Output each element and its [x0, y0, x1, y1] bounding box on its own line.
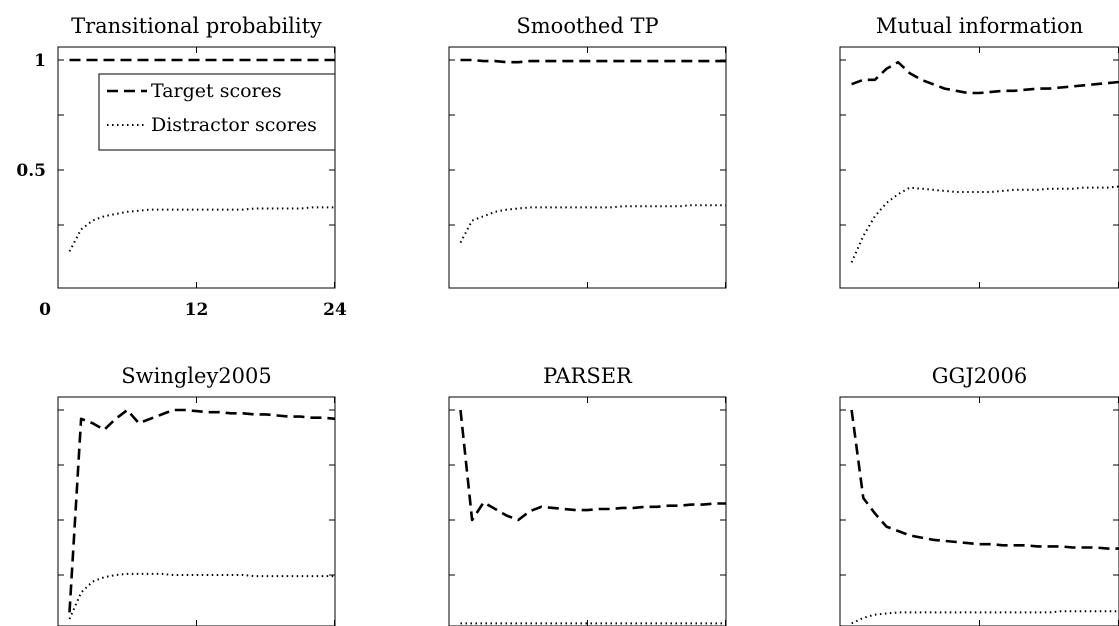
panel-4: Swingley2005 — [57, 364, 336, 626]
distractor-scores-line — [851, 610, 1119, 625]
panel-2: Smoothed TP — [448, 14, 727, 289]
legend-entry: Distractor scores — [151, 114, 317, 136]
legend-box — [98, 73, 336, 151]
legend-entry: Target scores — [151, 80, 282, 102]
panel-6: GGJ2006 — [839, 364, 1119, 626]
panel-1: Transitional probability 0.5 1 0 12 24 Target … — [16, 14, 347, 320]
distractor-scores-line — [68, 206, 335, 252]
target-scores-line — [459, 409, 726, 522]
target-scores-line — [68, 408, 335, 613]
x-tick-label: 0 — [39, 300, 51, 320]
plot-frame — [839, 396, 1119, 626]
panel-title: PARSER — [543, 364, 633, 388]
panel-3: Mutual information — [839, 14, 1119, 289]
panel-5: PARSER — [448, 364, 727, 626]
target-scores-line — [850, 409, 1119, 550]
panel-title: Swingley2005 — [121, 364, 272, 388]
plot-frame — [448, 46, 727, 289]
distractor-scores-line — [459, 204, 726, 244]
panel-title: Smoothed TP — [516, 14, 658, 38]
target-scores-line — [460, 58, 726, 64]
x-tick-label: 24 — [323, 300, 347, 320]
panel-title: GGJ2006 — [932, 364, 1027, 388]
x-tick-label: 12 — [185, 300, 209, 320]
plot-frame — [57, 396, 336, 626]
plot-frame — [839, 46, 1119, 289]
distractor-scores-line — [850, 185, 1119, 263]
target-scores-line — [851, 60, 1119, 95]
panel-title: Transitional probability — [71, 14, 322, 38]
plot-frame — [448, 396, 727, 626]
y-tick-label: 1 — [34, 51, 46, 71]
y-tick-label: 0.5 — [16, 161, 46, 181]
legend: Target scores Distractor scores — [98, 73, 336, 151]
panel-title: Mutual information — [876, 14, 1083, 38]
distractor-scores-line — [68, 572, 335, 620]
